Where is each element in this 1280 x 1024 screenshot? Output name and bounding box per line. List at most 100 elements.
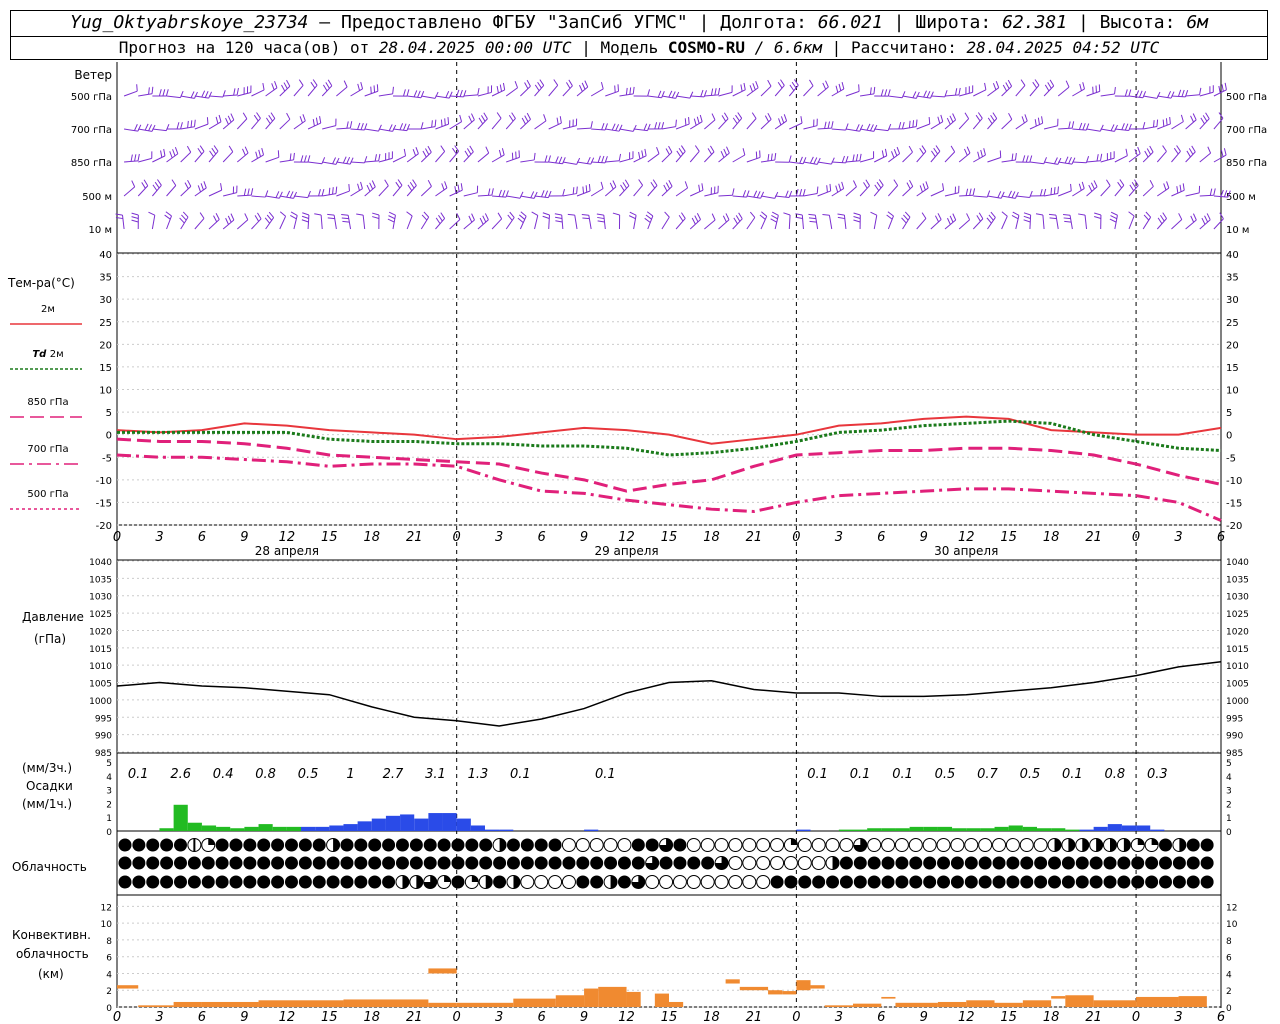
wind-barb	[760, 159, 775, 163]
wind-barb-flag	[1128, 123, 1132, 131]
temp-ytick-label: 15	[1226, 363, 1239, 374]
conv-ytick-label: 0	[106, 1004, 112, 1014]
wind-barb-flag	[740, 84, 743, 92]
wind-barb-flag	[1023, 215, 1031, 219]
cloud-cover-symbol	[423, 838, 437, 852]
wind-barb-flag	[469, 145, 474, 153]
wind-barb-flag	[502, 82, 506, 90]
cloud-cover-symbol	[1159, 856, 1173, 870]
wind-barb-flag	[468, 115, 473, 123]
conv-unit: (км)	[38, 967, 64, 981]
wind-barb-flag	[293, 191, 298, 199]
wind-barb-flag	[233, 88, 236, 96]
header: Yug_Oktyabrskoye_23734 – Предоставлено Ф…	[10, 10, 1268, 60]
cloud-cover-symbol	[895, 856, 909, 870]
wind-barb-flag	[1023, 219, 1031, 223]
wind-barb-flag	[403, 148, 407, 156]
cloud-cover-symbol	[520, 875, 535, 889]
wind-barb-flag	[1173, 147, 1179, 155]
wind-barb-flag	[678, 214, 684, 222]
wind-barb-flag	[555, 220, 563, 223]
wind-barb-flag	[406, 89, 410, 97]
wind-barb-flag	[992, 112, 998, 119]
cloud-cover-symbol	[797, 856, 812, 870]
wind-barb-flag	[315, 117, 319, 125]
forecast-label: Прогноз на 120 часа(ов) от	[118, 38, 370, 57]
cloud-cover-symbol	[770, 875, 784, 889]
wind-barb-flag	[301, 219, 309, 223]
wind-barb-flag	[163, 148, 166, 156]
wind-barb	[958, 219, 970, 230]
wind-barb-flag	[1078, 213, 1086, 216]
cloud-cover-symbol	[576, 875, 590, 889]
wind-barb	[534, 195, 549, 199]
cloud-cover-symbol	[160, 875, 174, 889]
wind-barb-flag	[923, 90, 927, 98]
precip-bar	[909, 826, 924, 831]
wind-barb-flag	[612, 212, 620, 216]
precip-bar	[1065, 829, 1080, 831]
wind-barb-flag	[131, 216, 139, 219]
cloud-cover-symbol	[812, 875, 826, 889]
wind-barb-flag	[969, 188, 972, 196]
wind-barb-flag	[1213, 188, 1216, 196]
wind-barb	[336, 190, 350, 197]
wind-barb-flag	[582, 217, 590, 220]
temp-legend-label: 700 гПа	[27, 444, 68, 455]
wind-barb-flag	[813, 157, 818, 165]
wind-barb-flag	[496, 112, 502, 119]
wind-barb-flag	[387, 218, 395, 223]
wind-barb	[251, 154, 264, 163]
wind-barb	[463, 119, 475, 130]
conv-cloud-bar	[1065, 995, 1094, 1007]
wind-barb-flag	[134, 154, 137, 162]
wind-barb	[1114, 184, 1125, 197]
wind-barb	[1069, 215, 1073, 230]
cloud-cover-symbol	[1159, 875, 1173, 889]
wind-barb-flag	[559, 116, 562, 124]
cloud-cover-symbol	[561, 838, 576, 852]
wind-barb-flag	[859, 153, 862, 161]
conv-ytick-label: 12	[101, 903, 112, 913]
precip-bar	[1008, 825, 1023, 831]
wind-barb-flag	[1129, 184, 1135, 192]
wind-barb-flag	[624, 179, 630, 186]
wind-barb-flag	[534, 84, 540, 91]
wind-barb-flag	[1014, 191, 1019, 199]
wind-barb	[236, 118, 248, 130]
cloud-cover-symbol	[479, 856, 493, 870]
wind-barb	[987, 195, 1002, 199]
wind-barb-flag	[600, 181, 604, 189]
wind-barb-flag	[774, 191, 779, 199]
wind-barb-flag	[886, 214, 893, 220]
wind-barb-flag	[1068, 121, 1071, 129]
wind-barb	[477, 194, 492, 197]
cloud-cover-symbol	[950, 856, 964, 870]
wind-barb	[604, 186, 617, 197]
wind-barb-flag	[1162, 119, 1165, 127]
wind-barb-flag	[471, 213, 475, 221]
header-line-2: Прогноз на 120 часа(ов) от 28.04.2025 00…	[118, 38, 1160, 57]
wind-barb	[463, 94, 478, 97]
wind-barb	[477, 219, 489, 230]
wind-barb-flag	[893, 179, 899, 186]
wind-barb-flag	[468, 215, 473, 223]
wind-barb	[194, 123, 209, 130]
wind-barb-flag	[1096, 154, 1099, 162]
precip-bar	[923, 826, 938, 831]
wind-barb-flag	[553, 79, 559, 86]
wind-barb-flag	[176, 122, 180, 130]
cloud-cover-symbol	[479, 838, 493, 852]
cloud-cover-symbol	[201, 856, 215, 870]
temp-ytick-label: 10	[99, 386, 112, 397]
wind-barb-flag	[1219, 212, 1224, 220]
precip-bar	[286, 826, 301, 831]
wind-barb	[972, 218, 984, 230]
wind-barb	[505, 87, 518, 97]
wind-barb	[421, 95, 436, 99]
wind-barb-flag	[349, 157, 354, 165]
cloud-cover-symbol	[132, 856, 146, 870]
wind-barb	[293, 120, 306, 130]
conv-cloud-bar	[1136, 996, 1179, 1007]
wind-barb	[236, 152, 249, 163]
